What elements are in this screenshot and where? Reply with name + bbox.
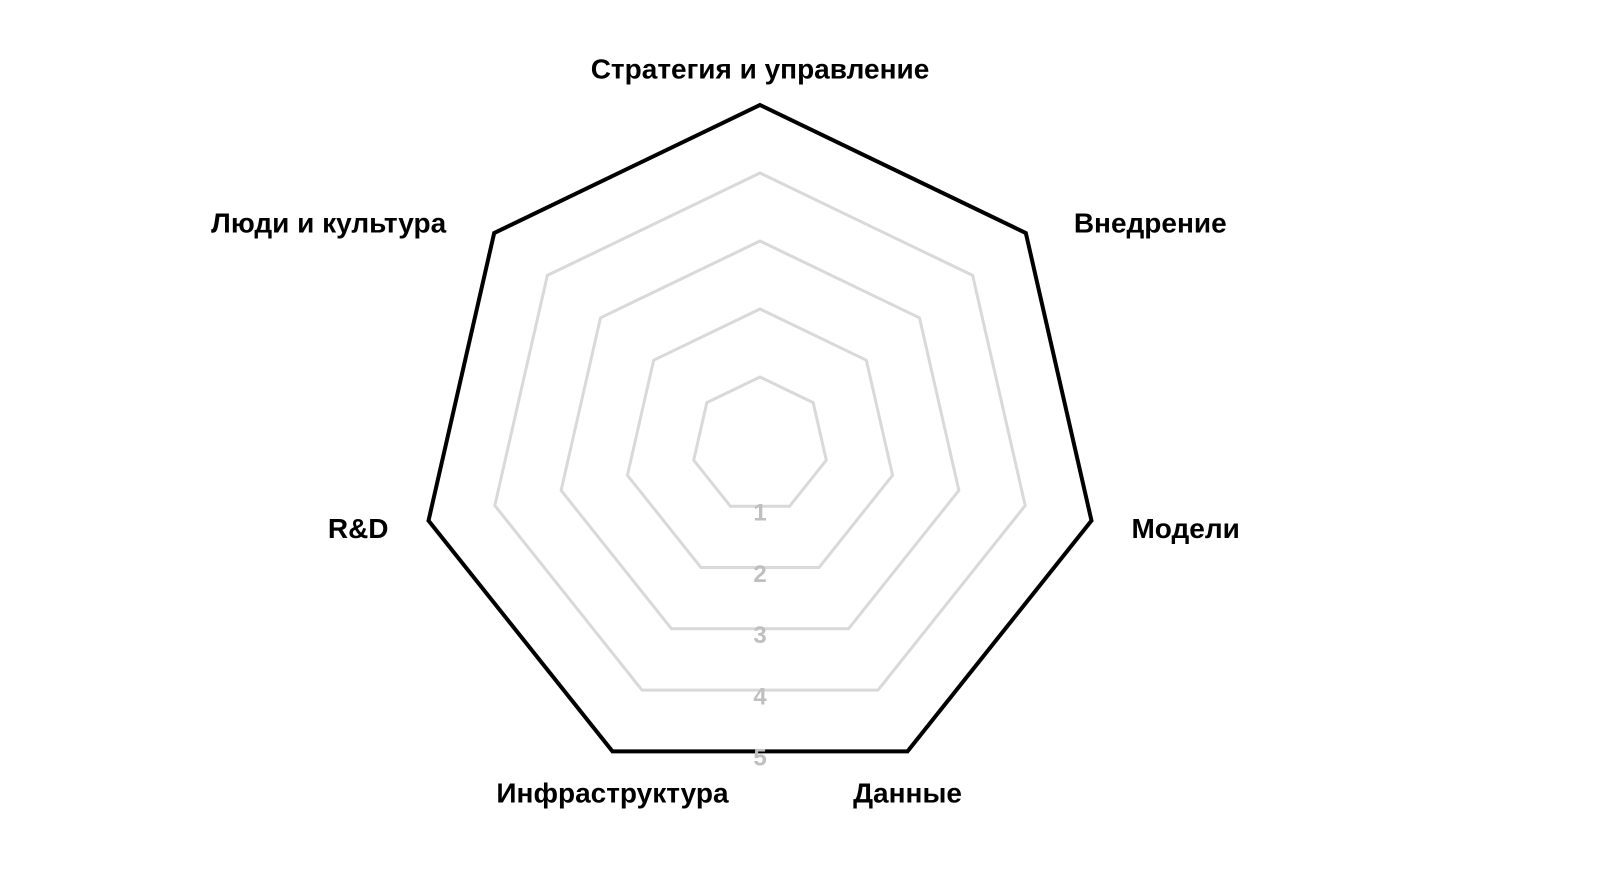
grid-rings — [495, 173, 1025, 690]
grid-ring-1 — [694, 377, 827, 506]
axis-label-6: Люди и культура — [211, 207, 446, 238]
level-labels: 1 2 3 4 5 — [753, 500, 767, 772]
level-label-3: 3 — [753, 622, 766, 649]
grid-ring-2 — [627, 309, 892, 568]
axis-label-0: Стратегия и управление — [591, 53, 930, 84]
axis-label-3: Данные — [853, 778, 962, 809]
series-outer — [429, 105, 1092, 751]
radar-chart: 1 2 3 4 5 Стратегия и управление Внедрение Моде… — [0, 0, 1600, 881]
axis-label-5: R&D — [328, 513, 389, 544]
axis-label-2: Модели — [1131, 513, 1239, 544]
axis-labels: Стратегия и управление Внедрение Модели Дан… — [211, 53, 1240, 808]
level-label-5: 5 — [753, 745, 766, 772]
axis-label-1: Внедрение — [1074, 207, 1227, 238]
axis-label-4: Инфраструктура — [496, 778, 729, 809]
level-label-1: 1 — [753, 500, 766, 527]
radar-svg: 1 2 3 4 5 Стратегия и управление Внедрение Моде… — [0, 0, 1600, 881]
level-label-4: 4 — [753, 683, 767, 710]
level-label-2: 2 — [753, 561, 766, 588]
series-group — [429, 105, 1092, 751]
